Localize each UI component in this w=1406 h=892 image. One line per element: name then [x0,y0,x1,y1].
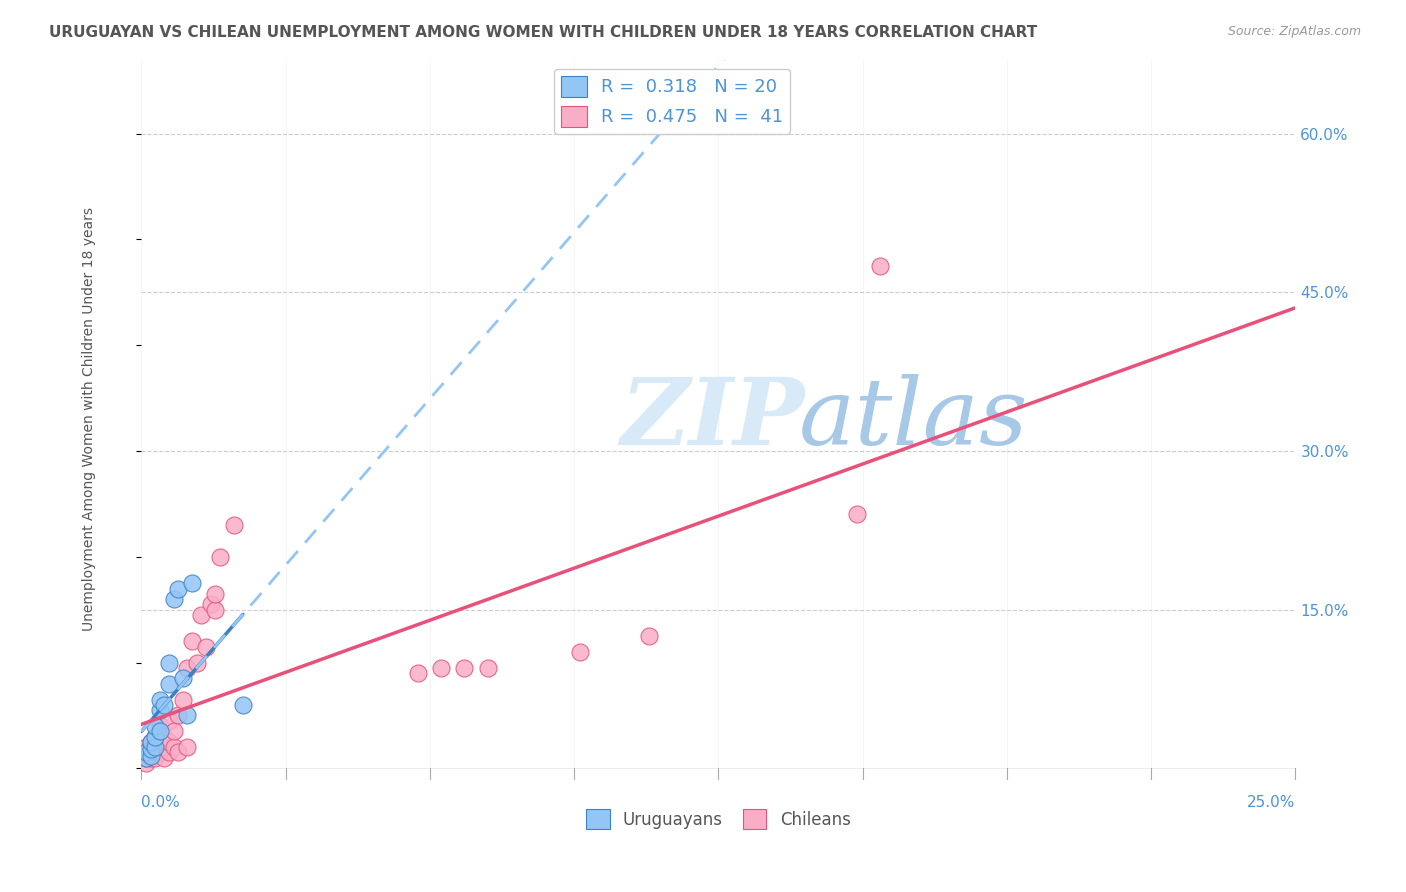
Point [176,708,198,723]
Point [176,661,198,675]
Point [232,698,254,712]
Point [143,751,166,765]
Point [190,607,212,622]
Point [208,549,231,564]
Point [135,740,157,755]
Point [139,735,162,749]
Point [157,676,180,690]
Point [222,518,245,533]
Point [157,735,180,749]
Point [143,719,166,733]
Point [186,656,208,670]
Text: 0.0%: 0.0% [142,795,180,810]
Point [139,746,162,760]
Text: Unemployment Among Women with Children Under 18 years: Unemployment Among Women with Children U… [83,207,97,632]
Point [149,724,172,739]
Point [869,259,891,273]
Text: ZIP: ZIP [620,375,804,464]
Point [157,746,180,760]
Point [181,576,204,591]
Point [638,629,661,643]
Point [408,666,430,681]
Point [172,672,194,686]
Point [135,751,157,765]
Point [143,740,166,755]
Point [139,735,162,749]
Point [167,582,190,596]
Point [167,708,190,723]
Point [200,598,222,612]
Point [143,730,166,744]
Point [163,592,186,607]
Point [204,587,226,601]
Point [139,748,162,763]
Point [149,692,172,706]
Point [167,746,190,760]
Point [194,640,217,654]
Point [153,751,176,765]
Point [143,746,166,760]
Point [453,661,475,675]
Point [153,698,176,712]
Point [477,661,499,675]
Point [172,692,194,706]
Point [153,740,176,755]
Point [845,508,868,522]
Point [149,719,172,733]
Point [139,742,162,756]
Point [163,740,186,755]
Point [149,703,172,717]
Point [568,645,591,659]
Point [157,656,180,670]
Point [139,751,162,765]
Point [181,634,204,648]
Point [176,740,198,755]
Text: URUGUAYAN VS CHILEAN UNEMPLOYMENT AMONG WOMEN WITH CHILDREN UNDER 18 YEARS CORRE: URUGUAYAN VS CHILEAN UNEMPLOYMENT AMONG … [49,25,1038,40]
Point [135,751,157,765]
Point [143,730,166,744]
Legend: Uruguayans, Chileans: Uruguayans, Chileans [579,803,858,835]
Point [430,661,453,675]
Text: atlas: atlas [799,375,1029,464]
Point [153,730,176,744]
Point [157,714,180,728]
Point [204,602,226,616]
Point [135,746,157,760]
Point [135,756,157,770]
Point [163,724,186,739]
Point [149,746,172,760]
Text: 25.0%: 25.0% [1247,795,1295,810]
Text: Source: ZipAtlas.com: Source: ZipAtlas.com [1227,25,1361,38]
